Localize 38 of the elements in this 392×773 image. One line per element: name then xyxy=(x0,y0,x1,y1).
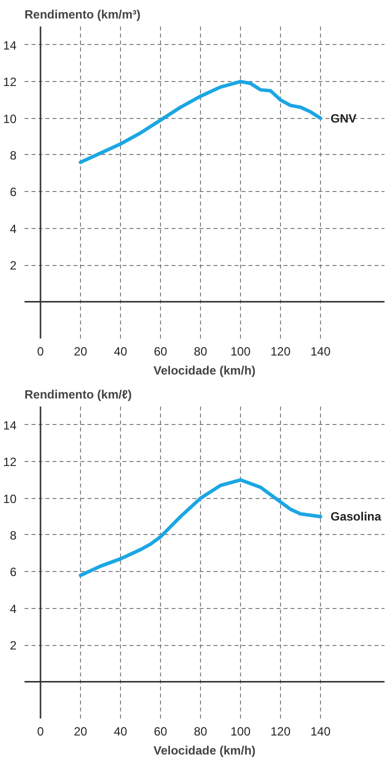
y-tick-label: 8 xyxy=(10,528,17,542)
y-tick-label: 14 xyxy=(3,418,17,432)
y-tick-label: 14 xyxy=(3,38,17,52)
series-label: GNV xyxy=(330,111,357,126)
x-tick-label: 100 xyxy=(230,344,251,358)
x-tick-label: 40 xyxy=(114,724,128,738)
y-tick-label: 12 xyxy=(3,75,17,90)
y-tick-label: 6 xyxy=(10,185,17,200)
y-tick-label: 10 xyxy=(3,492,17,506)
x-tick-label: 60 xyxy=(154,344,168,358)
x-tick-label: 80 xyxy=(194,344,208,358)
y-tick-label: 10 xyxy=(3,112,17,126)
line-series xyxy=(78,478,322,578)
y-tick-label: 6 xyxy=(10,565,17,580)
x-tick-label: 60 xyxy=(154,724,168,738)
x-tick-label: 120 xyxy=(270,344,291,358)
y-tick-label: 8 xyxy=(10,148,17,162)
y-tick-label: 2 xyxy=(10,638,17,653)
x-axis-title: Velocidade (km/h) xyxy=(153,364,256,378)
x-tick-label: 0 xyxy=(37,344,44,358)
x-tick-label: 100 xyxy=(230,724,251,738)
x-axis-title: Velocidade (km/h) xyxy=(153,744,256,758)
x-tick-label: 40 xyxy=(114,344,128,358)
x-tick-label: 20 xyxy=(74,724,88,738)
x-tick-label: 140 xyxy=(310,344,331,358)
y-axis-title: Rendimento (km/m³) xyxy=(24,8,141,22)
x-tick-label: 20 xyxy=(74,344,88,358)
x-tick-label: 140 xyxy=(310,724,331,738)
series-label: Gasolina xyxy=(330,510,382,524)
y-tick-label: 4 xyxy=(10,602,17,616)
y-tick-label: 4 xyxy=(10,222,17,236)
y-axis-title: Rendimento (km/ℓ) xyxy=(24,388,132,402)
line-series xyxy=(78,80,322,164)
x-tick-label: 80 xyxy=(194,724,208,738)
x-tick-label: 120 xyxy=(270,724,291,738)
x-tick-label: 0 xyxy=(37,724,44,738)
y-tick-label: 2 xyxy=(10,258,17,273)
y-tick-label: 12 xyxy=(3,455,17,470)
